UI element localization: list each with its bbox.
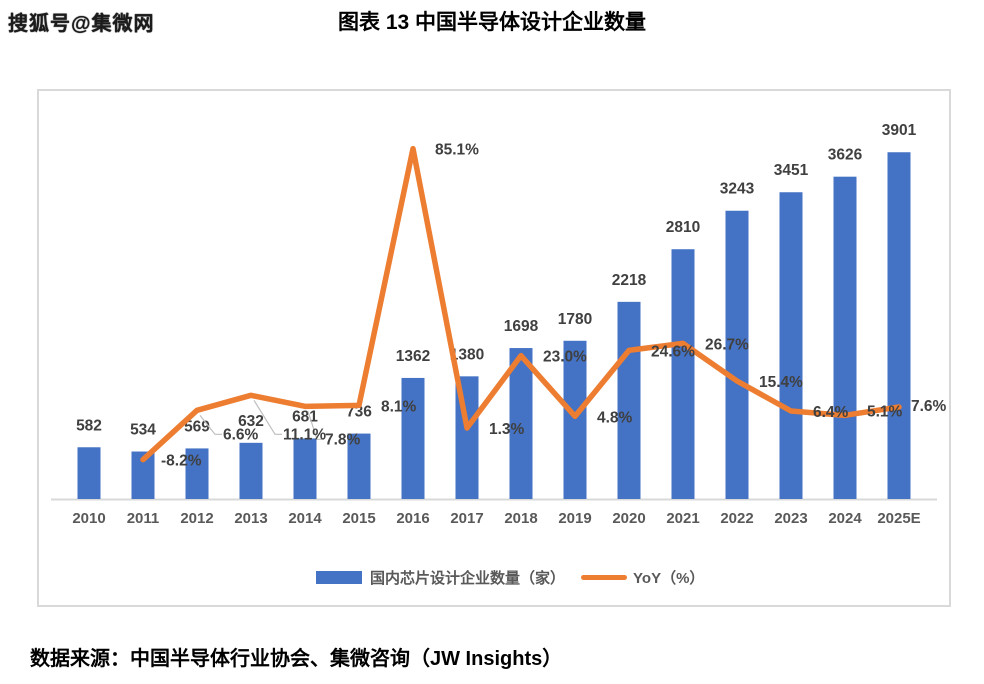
x-tick-2024: 2024 [828, 510, 862, 527]
bar-2013 [239, 442, 263, 499]
chart-border [37, 89, 951, 607]
x-tick-2018: 2018 [504, 510, 537, 527]
yoy-label-2018: 23.0% [543, 349, 587, 366]
x-tick-2025E: 2025E [877, 510, 920, 527]
label-leader-2013 [253, 400, 282, 435]
yoy-line [140, 145, 902, 463]
x-tick-2023: 2023 [774, 510, 807, 527]
bar-label-2017: 1380 [450, 346, 484, 363]
yoy-label-2019: 4.8% [597, 409, 633, 426]
yoy-label-2021: 26.7% [705, 336, 749, 353]
x-tick-2014: 2014 [288, 510, 322, 527]
data-source-note: 数据来源：中国半导体行业协会、集微咨询（JW Insights） [30, 648, 563, 670]
bar-label-2022: 3243 [720, 181, 755, 198]
x-tick-2011: 2011 [127, 510, 160, 527]
yoy-label-2015: 8.1% [381, 398, 417, 415]
bar-label-2025E: 3901 [882, 122, 917, 139]
line-series-swatch-icon [581, 574, 628, 580]
bar-2012 [185, 448, 209, 499]
bar-label-2018: 1698 [504, 318, 539, 335]
x-tick-2021: 2021 [666, 510, 699, 527]
chart-legend: 国内芯片设计企业数量（家） YoY（%） [316, 567, 704, 587]
yoy-label-2011: -8.2% [161, 453, 202, 470]
bar-2019 [563, 340, 587, 499]
x-tick-2015: 2015 [342, 510, 375, 527]
x-tick-2019: 2019 [558, 510, 591, 527]
bar-label-2013: 632 [238, 413, 264, 430]
bar-label-2020: 2218 [612, 272, 647, 289]
bar-label-2014: 681 [292, 408, 318, 425]
bar-2020 [617, 301, 641, 499]
bar-2016 [401, 377, 425, 499]
bar-label-2016: 1362 [396, 348, 430, 365]
yoy-label-2023: 6.4% [813, 404, 849, 421]
yoy-label-2024: 5.1% [867, 403, 903, 420]
bar-series-swatch-icon [316, 570, 362, 584]
bar-label-2024: 3626 [828, 147, 863, 164]
bar-label-2021: 2810 [666, 219, 700, 236]
x-tick-2012: 2012 [180, 510, 213, 527]
bar-label-2012: 569 [184, 418, 210, 435]
x-tick-2022: 2022 [720, 510, 753, 527]
yoy-label-2025E: 7.6% [911, 398, 947, 415]
bar-2010 [77, 447, 101, 499]
label-leader-2014 [307, 411, 324, 440]
bar-series-legend-label: 国内芯片设计企业数量（家） [370, 569, 566, 587]
x-tick-2010: 2010 [72, 510, 105, 527]
label-leader-2012 [199, 414, 222, 435]
bar-label-2011: 534 [130, 422, 156, 439]
chart-title: 图表 13 中国半导体设计企业数量 [337, 11, 647, 34]
line-series-legend-label: YoY（%） [633, 569, 705, 587]
bar-label-2023: 3451 [774, 162, 809, 179]
bar-2015 [347, 433, 371, 499]
bar-label-2010: 582 [76, 417, 102, 434]
bar-2022 [725, 210, 749, 499]
yoy-label-2013: 11.1% [283, 426, 326, 443]
yoy-label-2014: 7.8% [325, 431, 361, 448]
bar-2023 [779, 192, 803, 499]
yoy-label-2020: 24.6% [651, 343, 695, 360]
x-tick-2016: 2016 [396, 510, 429, 527]
bar-2018 [509, 348, 533, 499]
x-tick-2020: 2020 [612, 510, 645, 527]
bar-2011 [131, 451, 155, 499]
x-tick-2017: 2017 [450, 510, 483, 527]
bar-2024 [833, 176, 857, 499]
yoy-label-2016: 85.1% [435, 142, 479, 159]
yoy-label-2012: 6.6% [223, 426, 259, 443]
x-tick-2013: 2013 [234, 510, 267, 527]
yoy-label-2022: 15.4% [759, 374, 803, 391]
bar-2014 [293, 438, 317, 499]
yoy-label-2017: 1.3% [489, 421, 525, 438]
sohu-watermark: 搜狐号@集微网 [8, 13, 155, 35]
bar-2021 [671, 249, 695, 499]
bar-label-2019: 1780 [558, 311, 592, 328]
bar-2025E [887, 152, 911, 499]
